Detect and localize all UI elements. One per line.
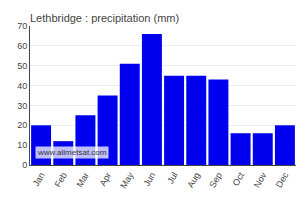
- svg-text:Oct: Oct: [231, 170, 247, 188]
- svg-text:Jul: Jul: [165, 171, 179, 186]
- svg-text:Dec: Dec: [274, 170, 291, 189]
- svg-text:Sep: Sep: [207, 171, 224, 190]
- svg-text:Feb: Feb: [52, 171, 68, 189]
- svg-text:70: 70: [17, 21, 27, 31]
- svg-text:40: 40: [17, 81, 27, 91]
- svg-text:www.allmetsat.com: www.allmetsat.com: [37, 148, 107, 157]
- svg-text:Mar: Mar: [75, 171, 91, 189]
- svg-text:30: 30: [17, 101, 27, 111]
- svg-text:Jun: Jun: [142, 171, 158, 189]
- svg-text:60: 60: [17, 41, 27, 51]
- svg-text:20: 20: [17, 120, 27, 130]
- svg-text:May: May: [118, 170, 135, 190]
- svg-text:Aug: Aug: [185, 171, 202, 190]
- svg-text:0: 0: [22, 160, 27, 170]
- svg-text:Jan: Jan: [31, 171, 47, 189]
- svg-text:10: 10: [17, 140, 27, 150]
- svg-text:Apr: Apr: [98, 171, 114, 188]
- svg-text:Lethbridge : precipitation (mm: Lethbridge : precipitation (mm): [30, 12, 179, 24]
- svg-text:50: 50: [17, 61, 27, 71]
- svg-text:Nov: Nov: [252, 170, 269, 189]
